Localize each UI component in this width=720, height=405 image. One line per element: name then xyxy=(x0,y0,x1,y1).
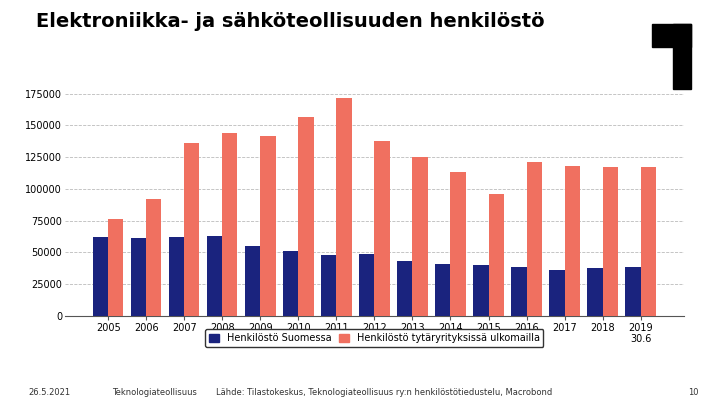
Bar xyxy=(184,143,199,316)
Bar xyxy=(673,24,691,89)
Bar xyxy=(321,255,336,316)
Bar xyxy=(298,117,313,316)
Legend: Henkilöstö Suomessa, Henkilöstö tytäryrityksissä ulkomailla: Henkilöstö Suomessa, Henkilöstö tytäryri… xyxy=(205,329,544,347)
Bar xyxy=(261,136,276,316)
Text: Elektroniikka- ja sähköteollisuuden henkilöstö: Elektroniikka- ja sähköteollisuuden henk… xyxy=(36,12,544,31)
Bar xyxy=(374,141,390,316)
Bar xyxy=(359,254,374,316)
Bar xyxy=(436,264,451,316)
Bar xyxy=(652,24,691,47)
Bar xyxy=(397,261,413,316)
Bar xyxy=(511,267,526,316)
Bar xyxy=(526,162,541,316)
Bar xyxy=(146,199,161,316)
Bar xyxy=(222,133,238,316)
Text: 10: 10 xyxy=(688,388,698,397)
Bar xyxy=(93,237,108,316)
Bar xyxy=(336,98,351,316)
Bar xyxy=(564,166,580,316)
Bar xyxy=(588,268,603,316)
Bar xyxy=(283,251,298,316)
Bar xyxy=(626,267,641,316)
Bar xyxy=(451,173,466,316)
Bar xyxy=(603,167,618,316)
Bar xyxy=(169,237,184,316)
Bar xyxy=(245,246,261,316)
Text: 26.5.2021: 26.5.2021 xyxy=(29,388,71,397)
Bar xyxy=(131,239,146,316)
Bar xyxy=(641,167,656,316)
Bar xyxy=(488,194,504,316)
Text: Lähde: Tilastokeskus, Teknologiateollisuus ry:n henkilöstötiedustelu, Macrobond: Lähde: Tilastokeskus, Teknologiateollisu… xyxy=(216,388,552,397)
Text: Teknologiateollisuus: Teknologiateollisuus xyxy=(112,388,197,397)
Bar xyxy=(413,157,428,316)
Bar xyxy=(207,236,222,316)
Bar xyxy=(108,220,123,316)
Bar xyxy=(473,265,488,316)
Bar xyxy=(549,270,564,316)
